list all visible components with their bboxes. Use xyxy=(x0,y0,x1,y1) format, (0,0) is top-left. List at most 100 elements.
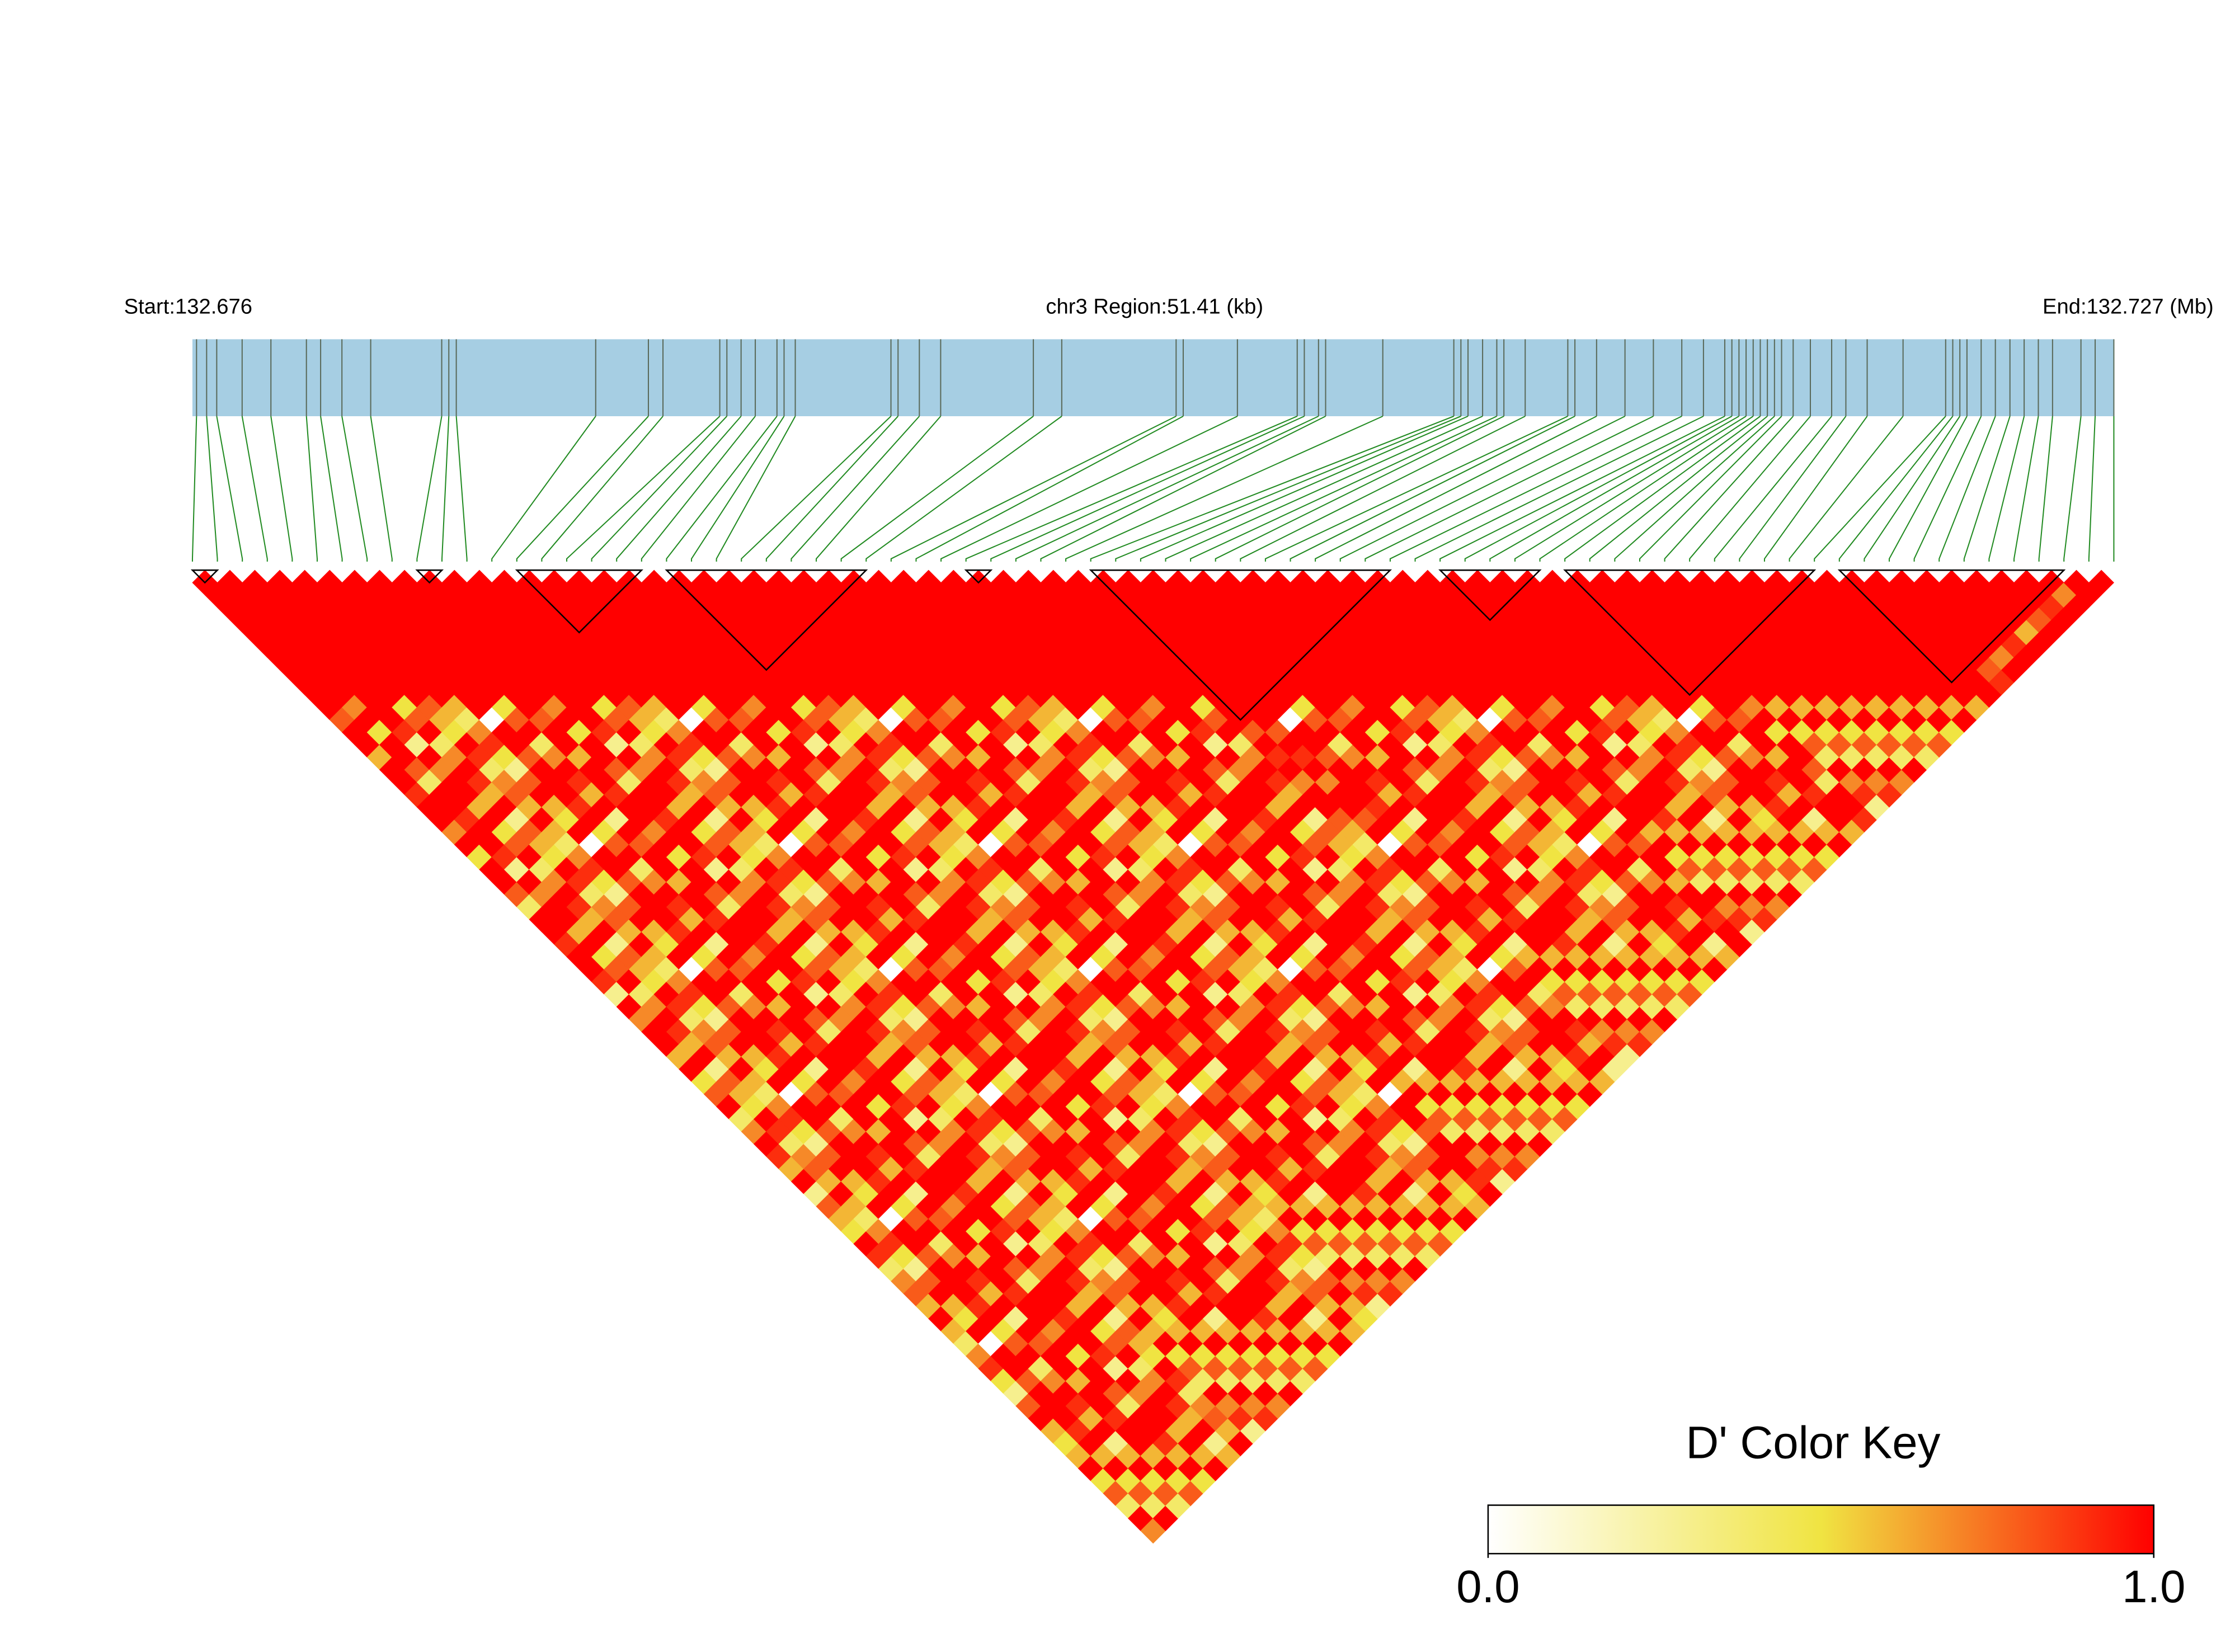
snp-connector xyxy=(865,416,1062,562)
snp-connector xyxy=(641,416,756,562)
snp-connector xyxy=(791,416,920,562)
region-bar xyxy=(192,339,2114,416)
snp-connector xyxy=(241,416,268,562)
haplotype-block xyxy=(665,569,868,671)
snp-connector xyxy=(566,416,721,562)
snp-connector xyxy=(1888,416,1968,562)
snp-connector xyxy=(1264,416,1568,562)
snp-connector xyxy=(1614,416,1775,562)
snp-connector xyxy=(1988,416,2025,562)
end-label: End:132.727 (Mb) xyxy=(2043,295,2214,319)
snp-connector xyxy=(1090,416,1455,562)
snp-connector xyxy=(1015,416,1319,562)
snp-connector xyxy=(1838,416,1954,562)
snp-connector xyxy=(990,416,1305,562)
haplotype-block xyxy=(190,569,219,584)
snp-connector xyxy=(965,416,1298,562)
snp-connector xyxy=(1739,416,1847,562)
snp-connector xyxy=(1864,416,1961,562)
ld-cells xyxy=(192,570,2114,1544)
legend-title: D' Color Key xyxy=(1686,1417,1940,1468)
haplotype-block xyxy=(1837,569,2066,684)
snp-connector xyxy=(2013,416,2039,562)
snp-connector xyxy=(305,416,318,562)
snp-connector xyxy=(1913,416,1982,562)
ld-cell xyxy=(2088,570,2114,596)
snp-connector xyxy=(1040,416,1326,562)
haplotype-block xyxy=(1563,569,1817,696)
snp-connector xyxy=(341,416,368,562)
snp-connector xyxy=(2088,416,2096,562)
snp-connector xyxy=(1165,416,1483,562)
snp-connector xyxy=(1514,416,1747,562)
snp-connector xyxy=(216,416,243,562)
snp-connector xyxy=(1639,416,1782,562)
haplotype-block xyxy=(964,569,993,584)
snp-connector xyxy=(840,416,1034,562)
snp-connector xyxy=(2063,416,2082,562)
haplotype-block xyxy=(415,569,444,584)
snp-connector xyxy=(691,416,785,562)
snp-connector xyxy=(1439,416,1725,562)
snp-connector xyxy=(741,416,892,562)
snp-connector xyxy=(1938,416,1996,562)
snp-connector xyxy=(1414,416,1704,562)
snp-connector xyxy=(1763,416,1868,562)
ld-blocks xyxy=(190,569,2066,721)
haplotype-block xyxy=(1438,569,1542,622)
snp-connector xyxy=(516,416,649,562)
snp-connector xyxy=(1290,416,1575,562)
snp-connector xyxy=(370,416,393,562)
snp-connector xyxy=(1315,416,1597,562)
snp-connector xyxy=(1963,416,2011,562)
snp-connector xyxy=(1564,416,1761,562)
snp-connector xyxy=(1789,416,1904,562)
snp-connector xyxy=(441,416,450,562)
snp-connector xyxy=(1339,416,1626,562)
snp-connector xyxy=(1065,416,1384,562)
snp-connector xyxy=(765,416,898,562)
color-key-tick-label: 0.0 xyxy=(1456,1561,1519,1612)
snp-connector xyxy=(1215,416,1504,562)
snp-connector xyxy=(1539,416,1754,562)
snp-connector xyxy=(416,416,443,562)
snp-connector xyxy=(1814,416,1946,562)
snp-connector xyxy=(320,416,343,562)
snp-connector xyxy=(1240,416,1526,562)
snp-connector xyxy=(890,416,1177,562)
snp-connector xyxy=(915,416,1184,562)
snp-connector xyxy=(616,416,742,562)
snp-connector xyxy=(816,416,942,562)
snp-connector xyxy=(1664,416,1794,562)
snp-lines xyxy=(191,339,2115,562)
snp-connector xyxy=(591,416,728,562)
snp-connector xyxy=(491,416,596,562)
start-label: Start:132.676 xyxy=(124,295,252,319)
snp-connector xyxy=(1364,416,1654,562)
snp-connector xyxy=(2038,416,2053,562)
color-key-tick-label: 1.0 xyxy=(2122,1561,2185,1612)
snp-connector xyxy=(666,416,778,562)
snp-connector xyxy=(1190,416,1497,562)
snp-connector xyxy=(455,416,468,562)
snp-connector xyxy=(270,416,293,562)
snp-connector xyxy=(940,416,1238,562)
snp-connector xyxy=(206,416,218,562)
snp-connector xyxy=(1714,416,1832,562)
snp-connector xyxy=(1689,416,1811,562)
snp-connector xyxy=(1115,416,1461,562)
snp-connector xyxy=(1140,416,1469,562)
snp-connector xyxy=(1464,416,1733,562)
haplotype-block xyxy=(1089,569,1392,721)
snp-connector xyxy=(716,416,796,562)
snp-connector xyxy=(1489,416,1739,562)
snp-connector xyxy=(1589,416,1768,562)
haplotype-block xyxy=(515,569,643,634)
snp-connector xyxy=(541,416,664,562)
color-key xyxy=(1487,1504,2155,1555)
snp-connector xyxy=(191,416,197,562)
snp-connector xyxy=(1389,416,1682,562)
region-label: chr3 Region:51.41 (kb) xyxy=(1046,295,1263,319)
